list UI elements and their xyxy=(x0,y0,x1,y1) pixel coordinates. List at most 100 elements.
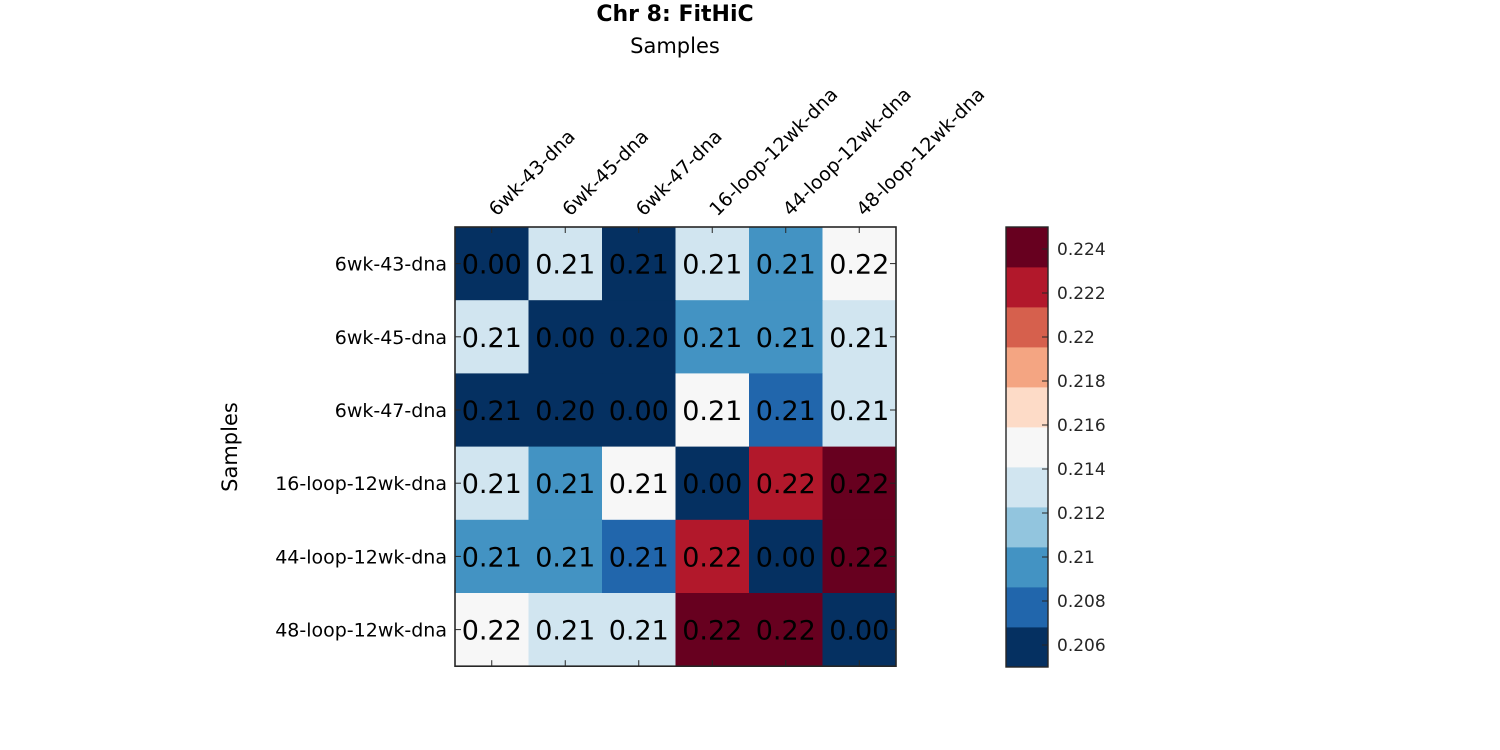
colorbar-frame xyxy=(1005,226,1049,668)
heatmap-cell xyxy=(675,519,750,594)
cell-value-label: 0.20 xyxy=(535,396,595,427)
heatmap-cell xyxy=(822,593,897,667)
x-tick-label: 48-loop-12wk-dna xyxy=(852,83,989,220)
heatmap-cell xyxy=(822,300,897,374)
heatmap-cell xyxy=(528,519,603,594)
colorbar-tick-label: 0.21 xyxy=(1057,548,1095,568)
cell-value-label: 0.20 xyxy=(609,323,669,354)
colorbar-segment xyxy=(1006,387,1048,428)
heatmap-cell-labels: 0.00 0.21 0.21 0.21 0.21 0.22 0.21 0.00 0.20 0.21… xyxy=(462,250,890,647)
heatmap-cell xyxy=(822,227,897,301)
heatmap-cells xyxy=(454,226,897,668)
colorbar-segment xyxy=(1006,587,1048,628)
cell-value-label: 0.21 xyxy=(682,323,742,354)
colorbar-tick-label: 0.224 xyxy=(1057,240,1106,260)
y-axis-label: Samples xyxy=(218,402,242,492)
colorbar-tick-label: 0.214 xyxy=(1057,460,1106,480)
heatmap-cell xyxy=(455,519,529,594)
cell-value-label: 0.21 xyxy=(756,323,816,354)
cell-value-label: 0.21 xyxy=(609,469,669,500)
heatmap-cell xyxy=(749,446,823,521)
heatmap-cell xyxy=(602,446,676,521)
heatmap-cell xyxy=(602,593,676,667)
cell-value-label: 0.22 xyxy=(462,616,522,647)
chart-title: Chr 8: FitHiC xyxy=(596,2,753,27)
heatmap-cell xyxy=(675,300,750,374)
cell-value-label: 0.00 xyxy=(462,250,522,281)
heatmap-cell xyxy=(749,373,823,447)
y-tick-label: 48-loop-12wk-dna xyxy=(275,620,447,642)
heatmap-cell xyxy=(749,227,823,301)
x-axis-label: Samples xyxy=(630,34,720,58)
heatmap-cell xyxy=(749,300,823,374)
cell-value-label: 0.00 xyxy=(829,616,889,647)
heatmap-cell xyxy=(822,446,897,521)
cell-value-label: 0.00 xyxy=(535,323,595,354)
cell-value-label: 0.22 xyxy=(756,616,816,647)
heatmap-cell xyxy=(602,300,676,374)
colorbar-segment xyxy=(1006,467,1048,508)
heatmap-cell xyxy=(528,300,603,374)
heatmap-cell xyxy=(602,373,676,447)
y-tick-label: 6wk-47-dna xyxy=(335,400,447,422)
colorbar-segment xyxy=(1006,347,1048,388)
heatmap-cell xyxy=(455,227,529,301)
cell-value-label: 0.22 xyxy=(682,616,742,647)
x-tick-labels: 6wk-43-dna6wk-45-dna6wk-47-dna16-loop-12… xyxy=(485,83,990,220)
colorbar-tick-label: 0.208 xyxy=(1057,592,1106,612)
cell-value-label: 0.21 xyxy=(462,542,522,573)
cell-value-label: 0.22 xyxy=(682,542,742,573)
colorbar-tick-label: 0.22 xyxy=(1057,328,1095,348)
y-tick-label: 6wk-43-dna xyxy=(335,254,447,276)
heatmap-cell xyxy=(602,227,676,301)
heatmap-cell xyxy=(822,373,897,447)
heatmap-cell xyxy=(675,373,750,447)
colorbar-tick-label: 0.216 xyxy=(1057,416,1106,436)
cell-value-label: 0.00 xyxy=(609,396,669,427)
colorbar-segment xyxy=(1006,227,1048,268)
colorbar-segment xyxy=(1006,307,1048,348)
heatmap-cell xyxy=(528,446,603,521)
cell-value-label: 0.21 xyxy=(682,396,742,427)
colorbar-segment xyxy=(1006,627,1048,668)
cell-value-label: 0.00 xyxy=(756,542,816,573)
y-tick-label: 6wk-45-dna xyxy=(335,327,447,349)
cell-value-label: 0.21 xyxy=(535,542,595,573)
colorbar-segment xyxy=(1006,547,1048,588)
heatmap-cell xyxy=(528,373,603,447)
cell-value-label: 0.21 xyxy=(756,396,816,427)
colorbar-tick-label: 0.212 xyxy=(1057,504,1106,524)
cell-value-label: 0.22 xyxy=(829,469,889,500)
colorbar: 0.206 0.208 0.21 0.212 0.214 0.216 0.218 0.22 0.… xyxy=(1005,226,1106,668)
heatmap-cell xyxy=(675,227,750,301)
heatmap-cell xyxy=(675,446,750,521)
cell-value-label: 0.22 xyxy=(829,250,889,281)
heatmap-cell xyxy=(822,519,897,594)
heatmap-cell xyxy=(749,519,823,594)
heatmap-cell xyxy=(602,519,676,594)
colorbar-segment xyxy=(1006,267,1048,308)
cell-value-label: 0.21 xyxy=(756,250,816,281)
cell-value-label: 0.00 xyxy=(682,469,742,500)
x-tick-label: 16-loop-12wk-dna xyxy=(705,83,842,220)
heatmap-cell xyxy=(455,446,529,521)
cell-value-label: 0.21 xyxy=(535,616,595,647)
heatmap-cell xyxy=(675,593,750,667)
cell-value-label: 0.21 xyxy=(682,250,742,281)
heatmap-cell xyxy=(749,593,823,667)
heatmap-cell xyxy=(455,373,529,447)
y-tick-label: 16-loop-12wk-dna xyxy=(275,473,447,495)
x-tick-label: 44-loop-12wk-dna xyxy=(779,83,916,220)
cell-value-label: 0.21 xyxy=(535,250,595,281)
colorbar-segment xyxy=(1006,427,1048,468)
y-tick-labels: 6wk-43-dna 6wk-45-dna 6wk-47-dna 16-loop-12… xyxy=(275,254,447,642)
cell-value-label: 0.21 xyxy=(462,323,522,354)
cell-value-label: 0.21 xyxy=(609,542,669,573)
heatmap-cell xyxy=(455,300,529,374)
cell-value-label: 0.22 xyxy=(829,542,889,573)
colorbar-segment xyxy=(1006,507,1048,548)
colorbar-tick-label: 0.218 xyxy=(1057,372,1106,392)
cell-value-label: 0.21 xyxy=(829,323,889,354)
cell-value-label: 0.21 xyxy=(535,469,595,500)
